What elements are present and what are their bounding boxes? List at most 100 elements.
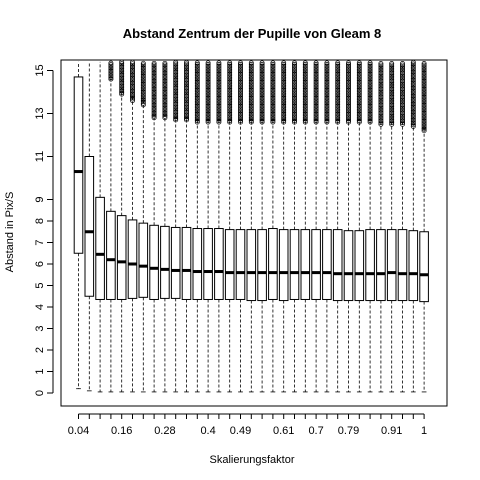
outlier-point — [302, 118, 308, 123]
outlier-point — [119, 85, 125, 91]
outlier-point — [281, 113, 287, 119]
outlier-point — [367, 95, 373, 101]
outlier-point — [313, 95, 319, 101]
box-0.25 — [149, 60, 159, 393]
box-0.55 — [257, 60, 267, 393]
outliers — [151, 60, 157, 121]
outlier-point — [410, 71, 416, 77]
outlier-point — [421, 62, 427, 68]
outlier-point — [238, 68, 243, 74]
outlier-point — [410, 77, 416, 83]
outlier-point — [205, 65, 211, 71]
outlier-point — [216, 60, 222, 66]
outlier-point — [324, 94, 330, 99]
outlier-point — [259, 79, 265, 85]
outlier-point — [313, 108, 319, 114]
outlier-point — [140, 89, 146, 95]
outlier-point — [378, 88, 384, 94]
outlier-point — [270, 73, 276, 79]
outlier-point — [313, 74, 319, 80]
outlier-point — [324, 106, 330, 112]
outlier-point — [248, 110, 254, 115]
outlier-point — [270, 70, 276, 75]
outlier-point — [194, 79, 200, 85]
outlier-point — [248, 89, 254, 95]
outlier-point — [378, 83, 384, 89]
outlier-point — [378, 104, 384, 110]
outlier-point — [184, 67, 189, 73]
outlier-point — [270, 86, 276, 91]
outlier-point — [356, 71, 362, 77]
outlier-point — [313, 78, 319, 83]
outlier-point — [238, 100, 243, 106]
outlier-point — [227, 73, 233, 79]
outlier-point — [400, 68, 405, 74]
outlier-point — [400, 118, 405, 124]
iqr-box — [268, 228, 278, 300]
outlier-point — [356, 110, 362, 115]
outlier-point — [270, 113, 276, 119]
outlier-point — [421, 126, 427, 132]
outlier-point — [324, 74, 330, 80]
outlier-point — [356, 98, 362, 104]
outlier-point — [205, 97, 211, 103]
outlier-point — [270, 105, 276, 111]
outlier-point — [194, 106, 200, 112]
iqr-box — [116, 215, 127, 300]
outlier-point — [367, 110, 373, 115]
outlier-point — [378, 89, 384, 95]
outlier-point — [248, 78, 254, 83]
outlier-point — [378, 70, 384, 76]
outlier-point — [313, 82, 319, 88]
outlier-point — [346, 95, 351, 101]
outlier-point — [367, 100, 373, 106]
outlier-point — [238, 82, 243, 88]
outlier-point — [292, 78, 297, 83]
outlier-point — [302, 97, 308, 103]
outlier-point — [335, 74, 341, 80]
outlier-point — [248, 100, 254, 106]
outlier-point — [270, 84, 276, 90]
outlier-point — [248, 84, 254, 90]
outlier-point — [400, 107, 405, 113]
outlier-point — [346, 89, 351, 95]
outlier-point — [421, 97, 427, 103]
x-axis: 0.04 0.16 0.28 0.4 0.49 0.61 0.7 0.79 0.91 1 — [68, 413, 427, 437]
outlier-point — [270, 102, 276, 107]
box-0.94 — [397, 61, 408, 393]
outlier-point — [130, 85, 135, 91]
outlier-point — [292, 113, 297, 119]
outlier-point — [313, 94, 319, 99]
outlier-point — [238, 102, 243, 107]
outlier-point — [162, 73, 168, 79]
outlier-point — [259, 66, 265, 72]
outlier-point — [281, 110, 287, 115]
outlier-point — [238, 70, 243, 75]
outlier-point — [184, 117, 189, 123]
outlier-point — [238, 111, 243, 117]
outlier-point — [421, 81, 427, 87]
outlier-point — [130, 82, 135, 88]
outlier-point — [400, 108, 405, 114]
outlier-point — [140, 78, 146, 84]
outlier-point — [378, 99, 384, 105]
outlier-point — [227, 74, 233, 80]
x-tick-label: 0.28 — [154, 425, 175, 437]
outlier-point — [389, 72, 395, 78]
outlier-point — [227, 92, 233, 98]
outlier-point — [194, 78, 200, 83]
outlier-point — [227, 114, 233, 120]
outlier-point — [184, 66, 189, 72]
outlier-point — [410, 67, 416, 73]
outlier-point — [367, 102, 373, 107]
outlier-point — [281, 108, 287, 114]
outlier-point — [400, 121, 405, 127]
outlier-point — [324, 63, 330, 69]
outlier-point — [281, 79, 287, 85]
outlier-point — [400, 99, 405, 105]
outlier-point — [378, 65, 384, 71]
outlier-point — [378, 86, 384, 92]
outlier-point — [248, 114, 254, 120]
outlier-point — [324, 84, 330, 90]
box-0.43 — [214, 60, 224, 393]
